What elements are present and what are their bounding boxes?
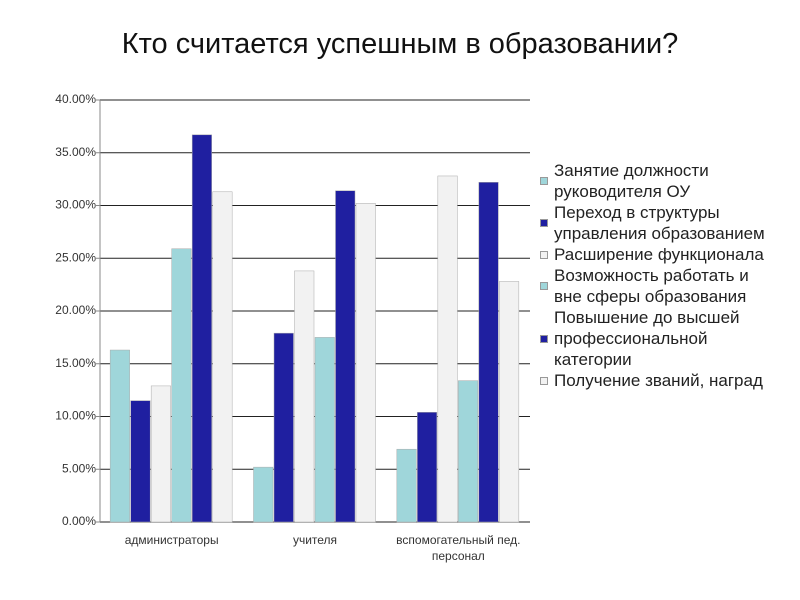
y-tick-label: 10.00% <box>55 409 96 423</box>
bar <box>150 385 171 523</box>
chart-title: Кто считается успешным в образовании? <box>121 28 679 60</box>
bar <box>191 134 212 523</box>
legend-marker <box>540 282 548 290</box>
legend-marker <box>540 250 548 259</box>
legend-marker <box>540 177 548 185</box>
legend-label: Получение званий, наград <box>554 371 763 390</box>
bar <box>478 182 499 523</box>
y-tick-label: 5.00% <box>62 461 96 475</box>
y-tick-label: 25.00% <box>55 250 96 264</box>
legend-entry: Получение званий, наград <box>540 370 780 391</box>
y-tick-label: 30.00% <box>55 198 96 212</box>
bar <box>314 337 335 523</box>
legend-label: Занятие должности руководителя ОУ <box>554 161 709 201</box>
bar <box>294 270 315 523</box>
legend-entry: Повышение до высшей профессиональной кат… <box>540 307 780 370</box>
bar <box>396 448 417 523</box>
bar <box>335 190 356 523</box>
bar <box>458 380 479 523</box>
legend-entry: Расширение функционала <box>540 244 780 265</box>
bar <box>417 412 438 523</box>
y-tick-label: 15.00% <box>55 356 96 370</box>
legend-label: Повышение до высшей профессиональной кат… <box>554 308 740 369</box>
legend-marker <box>540 334 548 343</box>
legend-label: Расширение функционала <box>554 245 764 264</box>
legend-marker <box>540 219 548 227</box>
x-tick-label: администраторы <box>124 533 219 547</box>
bar <box>273 332 294 523</box>
legend-label: Переход в структуры управления образован… <box>554 203 765 243</box>
legend: Занятие должности руководителя ОУ Переход… <box>540 160 780 391</box>
y-tick-label: 0.00% <box>62 514 96 528</box>
bar <box>212 191 233 523</box>
legend-entry: Возможность работать и вне сферы образов… <box>540 265 780 307</box>
bar <box>253 466 274 523</box>
y-tick-label: 40.00% <box>55 92 96 106</box>
bar <box>499 281 520 523</box>
bar <box>109 349 130 523</box>
x-tick-label: вспомогательный пед. персонал <box>396 533 521 563</box>
bar <box>130 400 151 523</box>
legend-entry: Переход в структуры управления образован… <box>540 202 780 244</box>
legend-marker <box>540 376 548 385</box>
bar <box>437 175 458 523</box>
legend-entry: Занятие должности руководителя ОУ <box>540 160 780 202</box>
x-tick-label: учителя <box>292 533 338 547</box>
bar <box>355 203 376 523</box>
y-tick-label: 20.00% <box>55 303 96 317</box>
y-tick-label: 35.00% <box>55 145 96 159</box>
bar <box>171 248 192 523</box>
legend-label: Возможность работать и вне сферы образов… <box>554 266 749 306</box>
